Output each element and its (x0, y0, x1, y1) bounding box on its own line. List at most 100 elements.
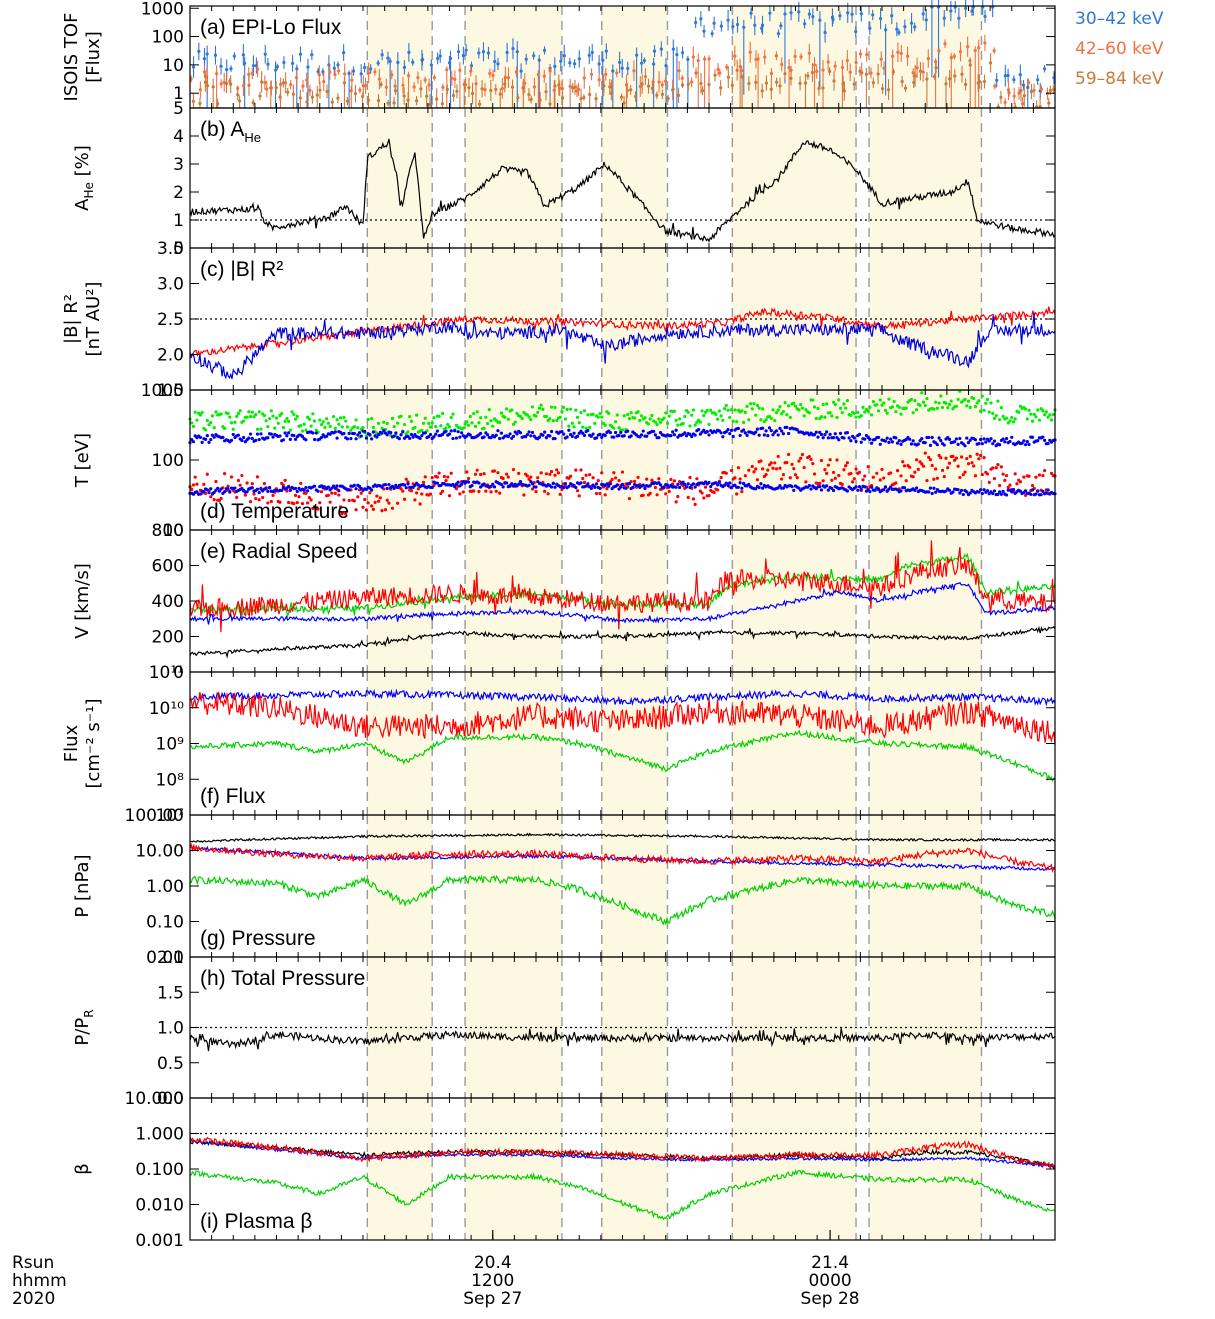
data-point (897, 30, 901, 35)
data-point (406, 430, 410, 434)
data-point (416, 76, 420, 80)
data-point (911, 475, 915, 479)
data-point (555, 418, 559, 423)
data-point (837, 438, 841, 442)
data-point (392, 101, 396, 105)
data-point (669, 433, 673, 438)
data-point (1023, 489, 1028, 493)
data-point (553, 84, 557, 88)
data-point (386, 101, 390, 105)
data-point (380, 53, 384, 57)
data-point (430, 421, 434, 425)
data-point (826, 463, 830, 467)
data-point (607, 484, 611, 488)
legend-entry: 30–42 keV (1075, 9, 1164, 29)
data-point (430, 476, 434, 480)
data-point (882, 66, 886, 70)
data-point (719, 414, 723, 418)
data-point (883, 408, 888, 412)
data-point (385, 486, 389, 491)
data-point (979, 488, 983, 492)
data-point (501, 485, 505, 489)
data-point (680, 51, 685, 55)
data-point (761, 486, 765, 490)
data-point (954, 404, 958, 408)
data-point (785, 460, 789, 465)
data-point (503, 415, 507, 419)
data-point (1017, 410, 1021, 414)
data-point (923, 451, 927, 455)
data-point (226, 484, 230, 488)
legend-entry: 59–84 keV (1075, 69, 1164, 89)
y-tick-label: 10⁷ (156, 806, 185, 826)
data-point (726, 408, 730, 412)
data-point (788, 415, 792, 419)
data-point (437, 471, 441, 475)
panel-title: (c) |B| R² (200, 258, 283, 281)
data-point (271, 435, 275, 439)
data-point (385, 498, 389, 502)
data-point (281, 81, 285, 85)
data-point (233, 420, 237, 424)
data-point (992, 416, 997, 420)
data-point (503, 82, 507, 86)
data-point (652, 49, 657, 53)
data-point (690, 435, 694, 439)
data-point (989, 401, 993, 405)
series-line-3 (189, 874, 1056, 926)
y-tick-label: 1 (173, 211, 184, 231)
data-point (474, 82, 478, 86)
data-point (215, 72, 219, 76)
data-point (1043, 438, 1047, 442)
y-tick-label: 0 (173, 663, 184, 683)
data-point (774, 80, 779, 84)
data-point (921, 12, 925, 16)
data-point (762, 433, 766, 437)
data-point (943, 42, 947, 46)
data-point (733, 476, 737, 480)
data-point (927, 455, 931, 460)
data-point (241, 53, 245, 57)
data-point (496, 471, 500, 475)
y-tick-label: 0.010 (135, 1196, 184, 1216)
data-point (804, 480, 808, 484)
data-point (819, 458, 824, 463)
data-point (709, 484, 713, 489)
data-point (278, 82, 283, 86)
data-point (769, 71, 774, 76)
data-point (724, 471, 728, 475)
data-point (551, 481, 555, 485)
data-point (633, 479, 637, 483)
data-point (269, 499, 273, 504)
data-point (1018, 73, 1022, 77)
data-point (205, 84, 210, 88)
data-point (807, 51, 811, 55)
data-point (259, 80, 264, 84)
y-tick-label: 10⁸ (156, 770, 185, 790)
data-point (891, 54, 895, 58)
data-point (235, 414, 239, 419)
data-point (295, 67, 299, 71)
data-point (979, 453, 983, 458)
data-point (247, 436, 251, 440)
data-point (831, 488, 836, 493)
y-tick-label: 100.00 (125, 806, 184, 826)
y-tick-label: 0 (173, 239, 184, 259)
data-point (1030, 419, 1035, 423)
data-point (392, 434, 396, 438)
data-point (953, 440, 957, 444)
data-point (337, 489, 341, 493)
data-point (641, 493, 645, 497)
data-point (624, 486, 628, 490)
data-point (413, 498, 417, 502)
data-point (641, 483, 645, 487)
data-point (437, 414, 441, 418)
data-point (370, 416, 374, 421)
data-point (707, 493, 711, 498)
data-point (307, 417, 311, 421)
data-point (447, 425, 452, 429)
data-point (470, 421, 474, 425)
data-point (960, 72, 964, 76)
data-point (999, 465, 1003, 469)
data-point (892, 399, 896, 404)
